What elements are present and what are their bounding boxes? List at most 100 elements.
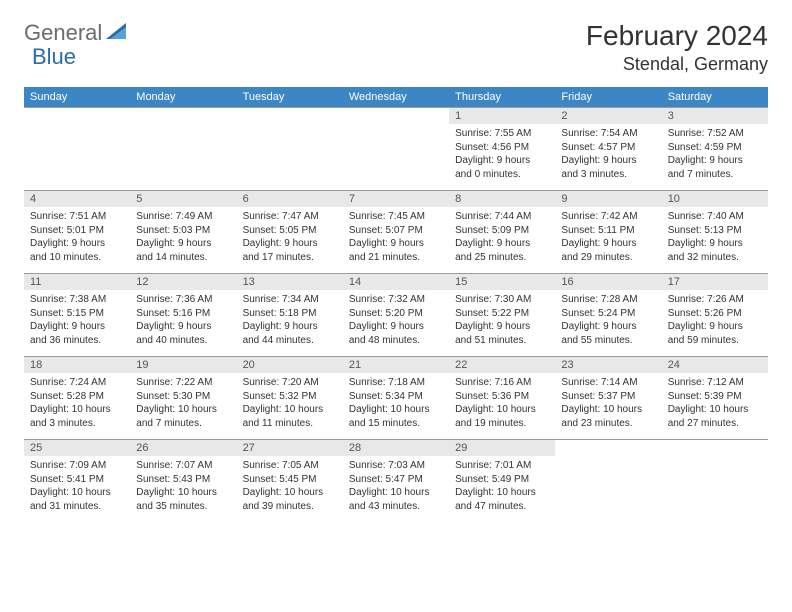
day-content: Sunrise: 7:34 AMSunset: 5:18 PMDaylight:… xyxy=(237,290,343,353)
day-cell: 8Sunrise: 7:44 AMSunset: 5:09 PMDaylight… xyxy=(449,191,555,274)
day-cell xyxy=(237,108,343,191)
day-cell xyxy=(555,440,661,523)
day-cell: 5Sunrise: 7:49 AMSunset: 5:03 PMDaylight… xyxy=(130,191,236,274)
day-number: 4 xyxy=(24,191,130,207)
day-cell: 26Sunrise: 7:07 AMSunset: 5:43 PMDayligh… xyxy=(130,440,236,523)
day-header-row: SundayMondayTuesdayWednesdayThursdayFrid… xyxy=(24,87,768,108)
day-content: Sunrise: 7:03 AMSunset: 5:47 PMDaylight:… xyxy=(343,456,449,519)
day-content: Sunrise: 7:14 AMSunset: 5:37 PMDaylight:… xyxy=(555,373,661,436)
day-content: Sunrise: 7:40 AMSunset: 5:13 PMDaylight:… xyxy=(662,207,768,270)
day-cell: 14Sunrise: 7:32 AMSunset: 5:20 PMDayligh… xyxy=(343,274,449,357)
week-row: 18Sunrise: 7:24 AMSunset: 5:28 PMDayligh… xyxy=(24,357,768,440)
day-content: Sunrise: 7:32 AMSunset: 5:20 PMDaylight:… xyxy=(343,290,449,353)
day-cell: 20Sunrise: 7:20 AMSunset: 5:32 PMDayligh… xyxy=(237,357,343,440)
day-number: 26 xyxy=(130,440,236,456)
day-cell: 13Sunrise: 7:34 AMSunset: 5:18 PMDayligh… xyxy=(237,274,343,357)
day-number: 24 xyxy=(662,357,768,373)
day-cell xyxy=(662,440,768,523)
day-content: Sunrise: 7:28 AMSunset: 5:24 PMDaylight:… xyxy=(555,290,661,353)
day-number: 25 xyxy=(24,440,130,456)
day-cell: 7Sunrise: 7:45 AMSunset: 5:07 PMDaylight… xyxy=(343,191,449,274)
day-cell: 1Sunrise: 7:55 AMSunset: 4:56 PMDaylight… xyxy=(449,108,555,191)
day-number: 1 xyxy=(449,108,555,124)
day-cell xyxy=(130,108,236,191)
calendar-table: SundayMondayTuesdayWednesdayThursdayFrid… xyxy=(24,87,768,522)
day-header: Thursday xyxy=(449,87,555,108)
day-content: Sunrise: 7:54 AMSunset: 4:57 PMDaylight:… xyxy=(555,124,661,187)
day-number: 15 xyxy=(449,274,555,290)
day-number: 17 xyxy=(662,274,768,290)
day-number: 21 xyxy=(343,357,449,373)
day-content: Sunrise: 7:44 AMSunset: 5:09 PMDaylight:… xyxy=(449,207,555,270)
day-number: 3 xyxy=(662,108,768,124)
day-number: 12 xyxy=(130,274,236,290)
day-cell: 21Sunrise: 7:18 AMSunset: 5:34 PMDayligh… xyxy=(343,357,449,440)
day-number: 14 xyxy=(343,274,449,290)
day-number: 10 xyxy=(662,191,768,207)
day-content: Sunrise: 7:30 AMSunset: 5:22 PMDaylight:… xyxy=(449,290,555,353)
day-content: Sunrise: 7:38 AMSunset: 5:15 PMDaylight:… xyxy=(24,290,130,353)
day-cell: 6Sunrise: 7:47 AMSunset: 5:05 PMDaylight… xyxy=(237,191,343,274)
day-content: Sunrise: 7:22 AMSunset: 5:30 PMDaylight:… xyxy=(130,373,236,436)
day-cell: 28Sunrise: 7:03 AMSunset: 5:47 PMDayligh… xyxy=(343,440,449,523)
day-number: 7 xyxy=(343,191,449,207)
day-content: Sunrise: 7:07 AMSunset: 5:43 PMDaylight:… xyxy=(130,456,236,519)
day-content: Sunrise: 7:49 AMSunset: 5:03 PMDaylight:… xyxy=(130,207,236,270)
day-number: 8 xyxy=(449,191,555,207)
day-content: Sunrise: 7:47 AMSunset: 5:05 PMDaylight:… xyxy=(237,207,343,270)
day-number: 11 xyxy=(24,274,130,290)
day-number: 6 xyxy=(237,191,343,207)
month-title: February 2024 xyxy=(586,20,768,52)
day-cell: 17Sunrise: 7:26 AMSunset: 5:26 PMDayligh… xyxy=(662,274,768,357)
logo: General xyxy=(24,20,128,46)
day-header: Wednesday xyxy=(343,87,449,108)
day-number: 18 xyxy=(24,357,130,373)
logo-triangle-icon xyxy=(106,23,126,44)
day-cell: 15Sunrise: 7:30 AMSunset: 5:22 PMDayligh… xyxy=(449,274,555,357)
logo-text-general: General xyxy=(24,20,102,46)
day-number: 29 xyxy=(449,440,555,456)
day-cell: 23Sunrise: 7:14 AMSunset: 5:37 PMDayligh… xyxy=(555,357,661,440)
day-cell: 18Sunrise: 7:24 AMSunset: 5:28 PMDayligh… xyxy=(24,357,130,440)
title-block: February 2024 Stendal, Germany xyxy=(586,20,768,75)
day-content: Sunrise: 7:09 AMSunset: 5:41 PMDaylight:… xyxy=(24,456,130,519)
day-cell: 16Sunrise: 7:28 AMSunset: 5:24 PMDayligh… xyxy=(555,274,661,357)
day-content: Sunrise: 7:01 AMSunset: 5:49 PMDaylight:… xyxy=(449,456,555,519)
day-number: 22 xyxy=(449,357,555,373)
day-number: 13 xyxy=(237,274,343,290)
day-content: Sunrise: 7:45 AMSunset: 5:07 PMDaylight:… xyxy=(343,207,449,270)
day-content: Sunrise: 7:16 AMSunset: 5:36 PMDaylight:… xyxy=(449,373,555,436)
day-content: Sunrise: 7:26 AMSunset: 5:26 PMDaylight:… xyxy=(662,290,768,353)
day-cell: 24Sunrise: 7:12 AMSunset: 5:39 PMDayligh… xyxy=(662,357,768,440)
day-number: 27 xyxy=(237,440,343,456)
day-number: 23 xyxy=(555,357,661,373)
day-content: Sunrise: 7:42 AMSunset: 5:11 PMDaylight:… xyxy=(555,207,661,270)
day-cell: 25Sunrise: 7:09 AMSunset: 5:41 PMDayligh… xyxy=(24,440,130,523)
day-number: 2 xyxy=(555,108,661,124)
day-content: Sunrise: 7:24 AMSunset: 5:28 PMDaylight:… xyxy=(24,373,130,436)
location-label: Stendal, Germany xyxy=(586,54,768,75)
day-number: 20 xyxy=(237,357,343,373)
day-cell: 12Sunrise: 7:36 AMSunset: 5:16 PMDayligh… xyxy=(130,274,236,357)
day-content: Sunrise: 7:36 AMSunset: 5:16 PMDaylight:… xyxy=(130,290,236,353)
day-cell: 11Sunrise: 7:38 AMSunset: 5:15 PMDayligh… xyxy=(24,274,130,357)
day-cell: 9Sunrise: 7:42 AMSunset: 5:11 PMDaylight… xyxy=(555,191,661,274)
day-header: Friday xyxy=(555,87,661,108)
day-cell: 29Sunrise: 7:01 AMSunset: 5:49 PMDayligh… xyxy=(449,440,555,523)
day-content: Sunrise: 7:05 AMSunset: 5:45 PMDaylight:… xyxy=(237,456,343,519)
week-row: 4Sunrise: 7:51 AMSunset: 5:01 PMDaylight… xyxy=(24,191,768,274)
day-cell: 3Sunrise: 7:52 AMSunset: 4:59 PMDaylight… xyxy=(662,108,768,191)
day-header: Sunday xyxy=(24,87,130,108)
logo-text-blue: Blue xyxy=(32,44,76,69)
day-number: 16 xyxy=(555,274,661,290)
day-cell: 4Sunrise: 7:51 AMSunset: 5:01 PMDaylight… xyxy=(24,191,130,274)
day-cell: 2Sunrise: 7:54 AMSunset: 4:57 PMDaylight… xyxy=(555,108,661,191)
page-header: General Blue February 2024 Stendal, Germ… xyxy=(24,20,768,75)
calendar-body: 1Sunrise: 7:55 AMSunset: 4:56 PMDaylight… xyxy=(24,108,768,523)
day-cell xyxy=(343,108,449,191)
day-cell: 19Sunrise: 7:22 AMSunset: 5:30 PMDayligh… xyxy=(130,357,236,440)
week-row: 25Sunrise: 7:09 AMSunset: 5:41 PMDayligh… xyxy=(24,440,768,523)
day-content: Sunrise: 7:55 AMSunset: 4:56 PMDaylight:… xyxy=(449,124,555,187)
day-content: Sunrise: 7:18 AMSunset: 5:34 PMDaylight:… xyxy=(343,373,449,436)
day-number: 5 xyxy=(130,191,236,207)
